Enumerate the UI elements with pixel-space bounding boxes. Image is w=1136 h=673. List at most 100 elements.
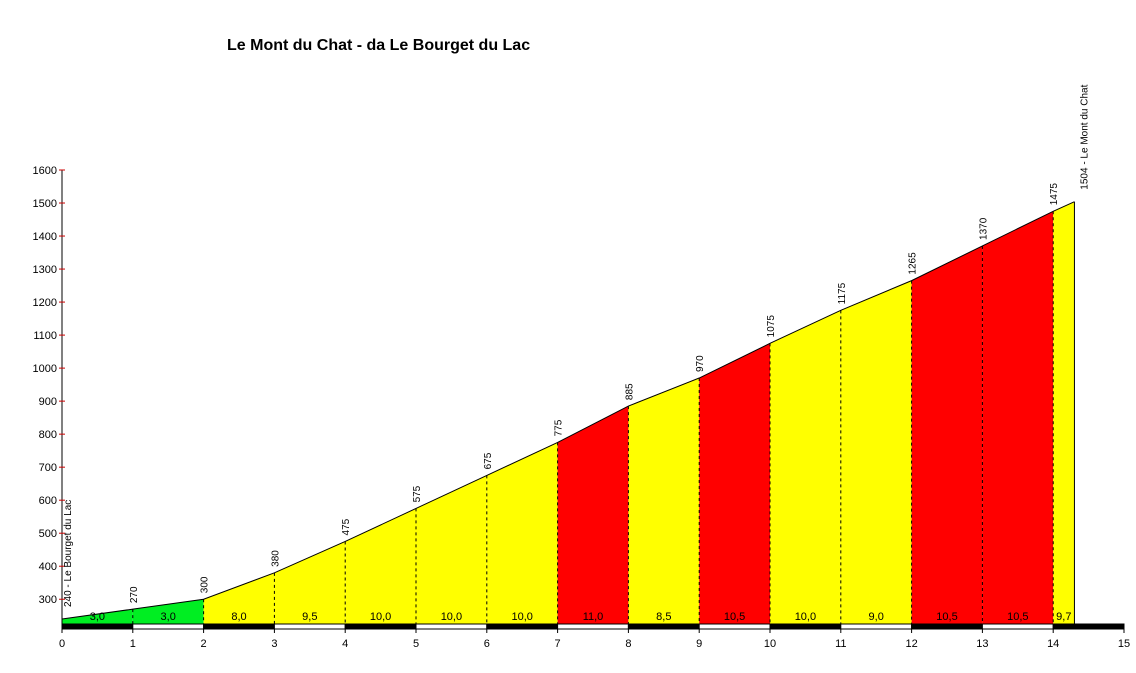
y-tick-label-800: 800 xyxy=(39,429,57,441)
x-tick-label-8: 8 xyxy=(625,638,631,650)
elevation-label-2: 300 xyxy=(200,576,211,593)
x-tick-label-15: 15 xyxy=(1118,638,1130,650)
km-bar-1 xyxy=(132,623,205,630)
y-tick-label-1600: 1600 xyxy=(33,165,57,177)
y-tick-label-1000: 1000 xyxy=(33,363,57,375)
x-tick-label-6: 6 xyxy=(484,638,490,650)
y-tick-label-700: 700 xyxy=(39,462,57,474)
axes: 3004005006007008009001000110012001300140… xyxy=(33,165,1131,650)
elevation-label-7: 775 xyxy=(554,419,565,436)
km-bar-0 xyxy=(61,623,134,630)
gradient-label-8: 8,5 xyxy=(656,611,671,623)
gradient-label-4: 10,0 xyxy=(370,611,391,623)
gradient-segment-8 xyxy=(628,378,700,624)
gradient-label-14: 9,7 xyxy=(1056,611,1071,623)
km-bar-11 xyxy=(840,623,913,630)
gradient-labels: 3,0 3,0 8,0 9,5 10,0 10,0 10,0 11,0 8,5 10,5 10,0 9… xyxy=(90,611,1072,623)
y-tick-label-600: 600 xyxy=(39,495,57,507)
x-tick-label-2: 2 xyxy=(201,638,207,650)
gradient-segment-9 xyxy=(699,343,770,624)
elevation-label-8: 885 xyxy=(624,383,635,400)
gradient-label-11: 9,0 xyxy=(869,611,884,623)
gradient-segment-11 xyxy=(840,280,912,624)
y-tick-label-1400: 1400 xyxy=(33,231,57,243)
km-bar-14 xyxy=(1052,623,1125,630)
elevation-label-11: 1175 xyxy=(837,282,848,304)
gradient-segment-0 xyxy=(62,609,133,624)
elevation-label-5: 575 xyxy=(412,485,423,502)
x-tick-label-10: 10 xyxy=(764,638,776,650)
gradient-segment-2 xyxy=(203,572,275,624)
km-bar-2 xyxy=(203,623,275,630)
gradient-segment-6 xyxy=(486,442,558,624)
x-tick-label-0: 0 xyxy=(59,638,65,650)
gradient-label-5: 10,0 xyxy=(441,611,462,623)
x-tick-label-1: 1 xyxy=(130,638,136,650)
gradient-label-10: 10,0 xyxy=(795,611,816,623)
gradient-segment-7 xyxy=(557,406,629,624)
y-tick-label-500: 500 xyxy=(39,528,57,540)
x-tick-label-7: 7 xyxy=(555,638,561,650)
elevation-label-6: 675 xyxy=(483,452,494,469)
gradient-label-13: 10,5 xyxy=(1007,611,1028,623)
x-tick-label-9: 9 xyxy=(696,638,702,650)
elevation-label-9: 970 xyxy=(695,355,706,372)
gradient-label-0: 3,0 xyxy=(90,611,105,623)
gradient-label-2: 8,0 xyxy=(231,611,246,623)
elevation-label-3: 380 xyxy=(270,550,281,567)
x-tick-label-12: 12 xyxy=(905,638,917,650)
gradient-segment-5 xyxy=(416,475,487,624)
elevation-label-1: 270 xyxy=(129,586,140,603)
x-tick-label-13: 13 xyxy=(976,638,988,650)
place-labels: 240 - Le Bourget du Lac 1504 - Le Mont du… xyxy=(63,84,1090,607)
km-bar-8 xyxy=(627,623,700,630)
gradient-label-12: 10,5 xyxy=(936,611,957,623)
y-tick-label-900: 900 xyxy=(39,396,57,408)
km-bar-10 xyxy=(769,623,842,630)
km-bar-7 xyxy=(557,623,629,630)
gradient-label-3: 9,5 xyxy=(302,611,317,623)
x-tick-label-3: 3 xyxy=(271,638,277,650)
x-tick-label-4: 4 xyxy=(342,638,348,650)
elevation-label-14: 1475 xyxy=(1049,183,1060,206)
elevation-labels: 270 300 380 475 575 675 775 885 970 1075 1175 1265 1… xyxy=(129,183,1060,604)
profile-outline xyxy=(61,201,1075,624)
elevation-label-13: 1370 xyxy=(978,217,989,240)
y-tick-label-1300: 1300 xyxy=(33,264,57,276)
profile-line xyxy=(61,201,1075,620)
x-tick-label-14: 14 xyxy=(1047,638,1059,650)
gradient-segment-3 xyxy=(274,541,346,624)
gradient-label-9: 10,5 xyxy=(724,611,745,623)
gradient-label-6: 10,0 xyxy=(511,611,532,623)
end-place-label: 1504 - Le Mont du Chat xyxy=(1079,84,1090,189)
elevation-label-10: 1075 xyxy=(766,315,777,338)
gradient-segment-14 xyxy=(1053,201,1075,624)
km-bar-3 xyxy=(273,623,346,630)
km-bar-5 xyxy=(415,623,488,630)
x-tick-label-5: 5 xyxy=(413,638,419,650)
y-tick-label-1100: 1100 xyxy=(33,330,57,342)
y-tick-label-300: 300 xyxy=(39,594,57,606)
km-bar-13 xyxy=(981,623,1054,630)
start-place-label: 240 - Le Bourget du Lac xyxy=(63,500,74,607)
km-bar-12 xyxy=(911,623,983,630)
gradient-label-7: 11,0 xyxy=(583,611,604,623)
km-divider-lines xyxy=(132,211,1054,624)
y-tick-label-1200: 1200 xyxy=(33,297,57,309)
y-tick-label-400: 400 xyxy=(39,561,57,573)
km-bar-6 xyxy=(486,623,559,630)
gradient-segment-10 xyxy=(770,310,841,624)
km-bar-9 xyxy=(698,623,771,630)
gradient-segment-13 xyxy=(982,211,1054,625)
elevation-label-12: 1265 xyxy=(908,252,919,275)
y-tick-label-1500: 1500 xyxy=(33,198,57,210)
gradient-segment-1 xyxy=(132,599,204,624)
gradient-segment-4 xyxy=(345,508,416,624)
gradient-segments xyxy=(62,201,1075,625)
km-bar-4 xyxy=(344,623,417,630)
elevation-label-4: 475 xyxy=(341,518,352,535)
gradient-label-1: 3,0 xyxy=(161,611,176,623)
gradient-segment-12 xyxy=(911,245,983,624)
x-tick-label-11: 11 xyxy=(835,638,846,650)
